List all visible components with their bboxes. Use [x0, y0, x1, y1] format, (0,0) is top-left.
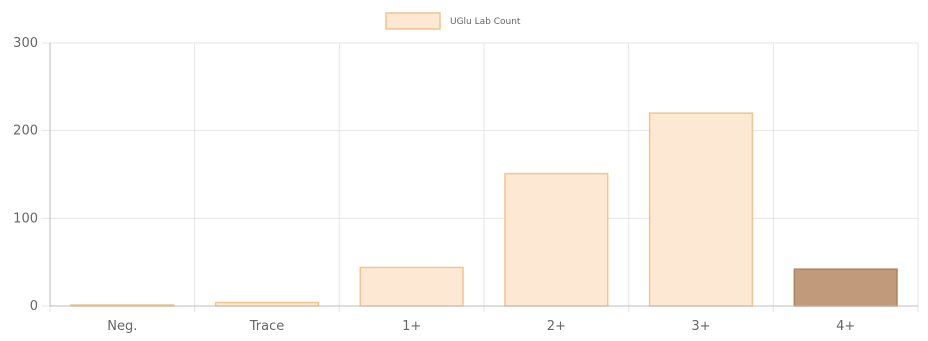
legend[interactable]: UGlu Lab Count: [385, 12, 521, 30]
bar[interactable]: [359, 266, 464, 307]
bar[interactable]: [214, 301, 320, 307]
legend-label[interactable]: UGlu Lab Count: [450, 17, 521, 27]
bar[interactable]: [793, 268, 898, 307]
bar[interactable]: [648, 112, 754, 307]
x-tick-label: 2+: [547, 319, 566, 334]
x-tick-label: 3+: [691, 319, 710, 334]
bar[interactable]: [504, 172, 609, 307]
x-tick-label: 1+: [402, 319, 421, 334]
y-tick-label: 300: [13, 36, 38, 51]
x-tick-label: Trace: [249, 319, 285, 334]
grid-lines: [42, 42, 919, 312]
x-tick-label: Neg.: [107, 319, 137, 334]
x-tick-label: 4+: [836, 319, 855, 334]
y-tick-label: 100: [13, 211, 38, 226]
y-tick-label: 0: [30, 299, 38, 314]
legend-swatch[interactable]: [385, 12, 441, 30]
axes: 0 100 200 300 Neg. Trace 1+ 2+ 3+ 4+: [13, 36, 918, 334]
y-tick-label: 200: [13, 124, 38, 139]
